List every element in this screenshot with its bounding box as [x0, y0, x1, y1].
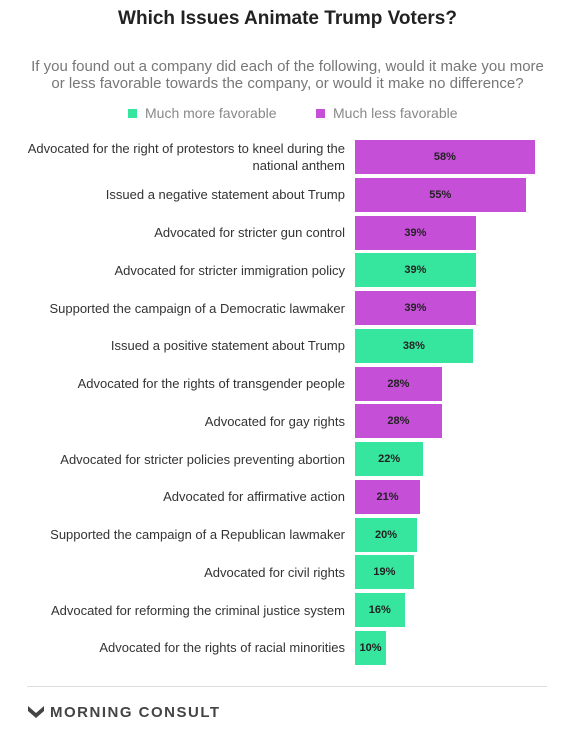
category-label: Advocated for the right of protestors to… — [27, 141, 345, 173]
bar: 22% — [355, 442, 424, 476]
bar: 39% — [355, 291, 476, 325]
legend-swatch — [128, 108, 137, 118]
chart-subtitle: If you found out a company did each of t… — [31, 58, 544, 92]
bar: 58% — [355, 140, 535, 174]
value-label: 21% — [376, 490, 399, 503]
logo — [28, 706, 44, 718]
value-label: 10% — [359, 641, 382, 654]
footer-brand: MORNING CONSULT — [50, 704, 221, 721]
value-label: 20% — [374, 528, 398, 541]
category-label: Supported the campaign of a Democratic l… — [49, 300, 345, 316]
legend-item: Much more favorable — [128, 105, 277, 121]
legend-item: Much less favorable — [316, 105, 458, 121]
chart-title: Which Issues Animate Trump Voters? — [118, 8, 457, 29]
value-label: 55% — [429, 188, 452, 201]
category-label: Advocated for stricter gun control — [154, 225, 345, 240]
category-label: Issued a positive statement about Trump — [110, 338, 345, 354]
bar: 16% — [355, 593, 405, 627]
category-label: Advocated for affirmative action — [163, 489, 345, 505]
category-label: Advocated for gay rights — [204, 413, 345, 429]
bar: 28% — [355, 366, 442, 401]
value-label: 19% — [373, 566, 396, 579]
bar: 38% — [355, 328, 473, 363]
value-label: 39% — [404, 226, 427, 239]
bar: 21% — [355, 479, 421, 514]
category-label: Advocated for reforming the criminal jus… — [50, 602, 345, 618]
value-label: 22% — [378, 453, 401, 465]
value-label: 39% — [404, 264, 427, 277]
value-label: 28% — [387, 415, 410, 428]
value-label: 58% — [433, 151, 456, 163]
bar: 19% — [355, 555, 414, 590]
category-label: Advocated for the rights of racial minor… — [99, 640, 345, 656]
bar: 28% — [355, 404, 442, 439]
value-label: 28% — [387, 377, 410, 390]
bar: 10% — [355, 630, 386, 665]
bar: 20% — [355, 517, 417, 552]
category-label: Issued a negative statement about Trump — [105, 187, 345, 203]
value-label: 16% — [368, 604, 391, 616]
category-label: Advocated for the rights of transgender … — [77, 376, 345, 391]
category-label: Advocated for civil rights — [204, 564, 345, 580]
value-label: 39% — [404, 302, 427, 314]
divider — [27, 686, 547, 687]
value-label: 38% — [402, 339, 425, 352]
bar: 39% — [355, 215, 476, 250]
legend-label: Much less favorable — [333, 105, 458, 121]
bar: 55% — [355, 177, 526, 212]
category-label: Supported the campaign of a Republican l… — [50, 527, 345, 542]
category-label: Advocated for stricter policies preventi… — [60, 451, 345, 467]
bar: 39% — [355, 253, 476, 288]
legend-label: Much more favorable — [145, 105, 277, 121]
legend-swatch — [316, 108, 325, 118]
category-label: Advocated for stricter immigration polic… — [114, 262, 345, 278]
